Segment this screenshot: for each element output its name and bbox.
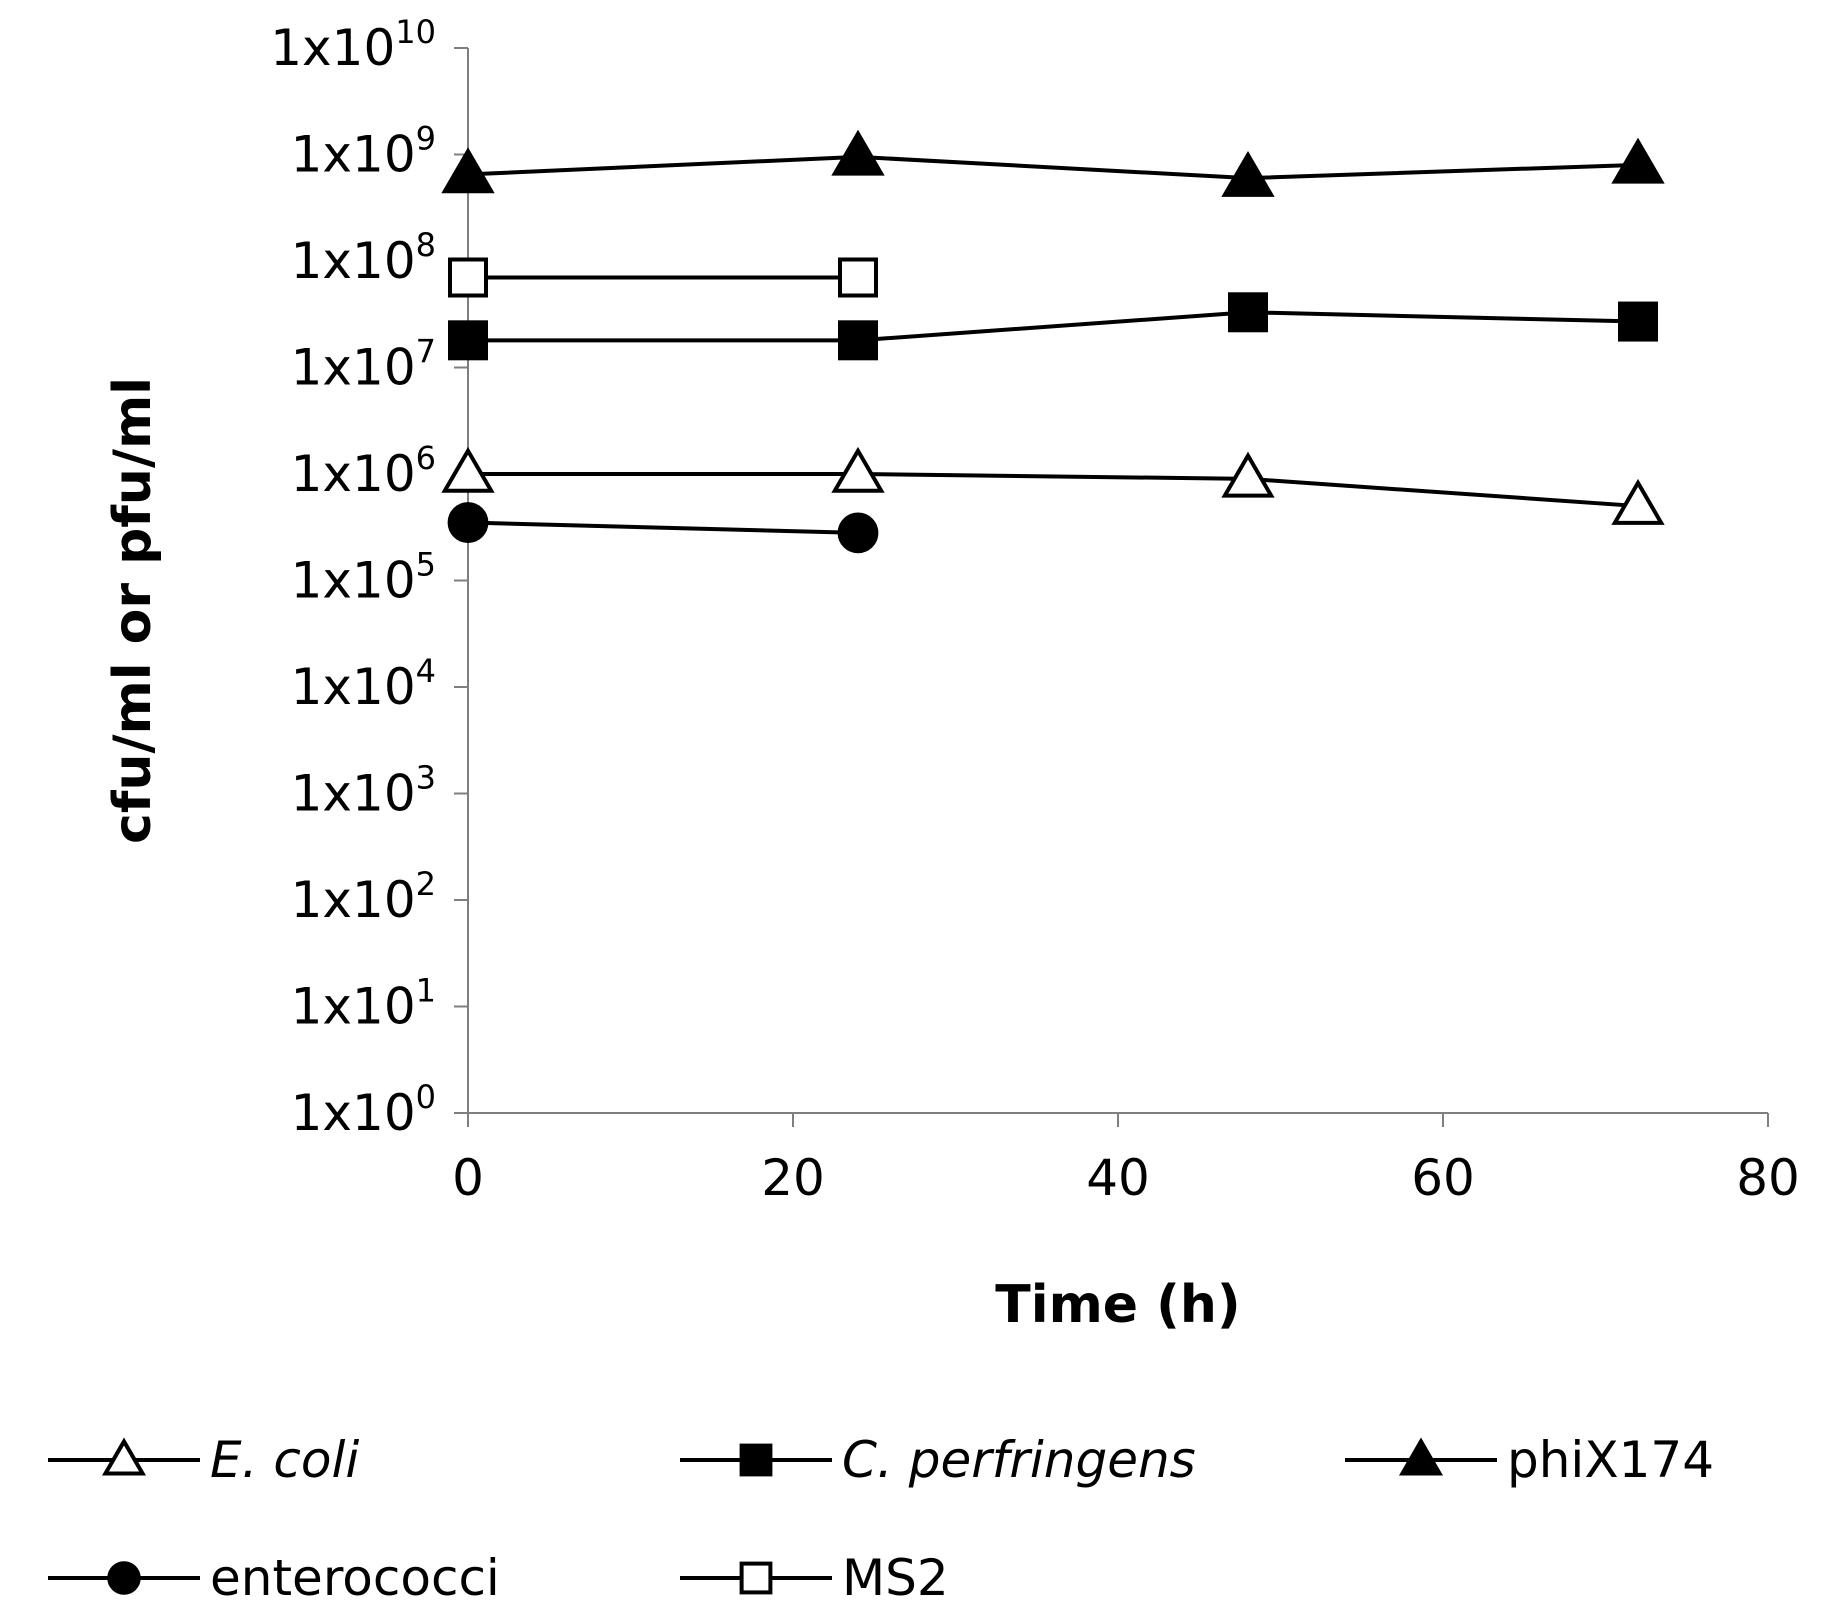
y-tick-exponent: 3	[416, 759, 436, 797]
y-tick-exponent: 9	[416, 120, 436, 158]
y-tick-base: 1x10	[291, 658, 416, 716]
data-point	[1221, 451, 1275, 498]
y-tick-label: 1x106	[291, 439, 436, 503]
y-tick-label: 1x103	[291, 759, 436, 823]
y-tick-label: 1x109	[291, 120, 436, 184]
series-e-coli	[441, 446, 1665, 525]
legend: E. coli C. perfringens phiX174 enterococci M…	[48, 1431, 1714, 1607]
legend-label: MS2	[842, 1549, 949, 1607]
legend-marker	[739, 1443, 773, 1477]
y-tick-exponent: 1	[416, 972, 436, 1010]
series-enterococci	[447, 502, 879, 554]
series-line	[468, 310, 1639, 343]
data-point	[837, 512, 879, 554]
legend-label: enterococci	[210, 1549, 500, 1607]
x-axis-title: Time (h)	[995, 1275, 1240, 1335]
data-point	[441, 446, 495, 493]
data-point	[1611, 478, 1665, 525]
x-tick-label: 80	[1736, 1149, 1800, 1207]
y-tick-base: 1x10	[291, 1084, 416, 1142]
series-c-perfringens	[448, 292, 1658, 361]
series-line	[468, 472, 1639, 509]
series-layer	[441, 129, 1665, 554]
legend-item: E. coli	[48, 1431, 359, 1489]
y-tick-label: 1x105	[291, 546, 436, 610]
legend-item: C. perfringens	[680, 1431, 1196, 1489]
legend-item: phiX174	[1345, 1431, 1714, 1489]
data-point	[448, 320, 488, 361]
data-point	[1221, 150, 1275, 197]
series-ms2	[448, 257, 878, 298]
data-point	[838, 320, 878, 361]
y-tick-label: 1x1010	[270, 13, 436, 77]
x-tick-label: 40	[1086, 1149, 1150, 1207]
y-tick-base: 1x10	[291, 871, 416, 929]
y-tick-exponent: 6	[416, 439, 436, 477]
series-line	[467, 520, 859, 535]
x-tick-label: 0	[452, 1149, 484, 1207]
data-point	[1611, 137, 1665, 184]
y-tick-base: 1x10	[270, 19, 395, 77]
y-tick-label: 1x104	[291, 652, 436, 716]
y-tick-base: 1x10	[291, 978, 416, 1036]
legend-marker	[739, 1561, 773, 1595]
legend-item: MS2	[680, 1549, 949, 1607]
legend-label: phiX174	[1507, 1431, 1714, 1489]
x-axis-ticks: 0 20 40 60 80	[452, 1113, 1800, 1207]
y-tick-base: 1x10	[291, 126, 416, 184]
y-tick-label: 1x108	[291, 226, 436, 290]
y-tick-base: 1x10	[291, 232, 416, 290]
data-point	[1618, 301, 1658, 342]
legend-item: enterococci	[48, 1549, 500, 1607]
x-tick-label: 20	[761, 1149, 825, 1207]
y-tick-label: 1x102	[291, 865, 436, 929]
legend-label: E. coli	[210, 1431, 359, 1489]
data-point	[447, 502, 489, 543]
y-tick-base: 1x10	[291, 339, 416, 397]
legend-marker	[107, 1561, 141, 1595]
series-line	[467, 154, 1639, 181]
data-point	[448, 257, 488, 298]
legend-marker	[1398, 1437, 1444, 1476]
y-axis-title: cfu/ml or pfu/ml	[103, 377, 163, 844]
y-tick-exponent: 0	[416, 1078, 436, 1116]
data-point	[1228, 292, 1268, 333]
y-tick-exponent: 5	[416, 546, 436, 584]
y-tick-exponent: 2	[416, 865, 436, 903]
y-tick-label: 1x107	[291, 333, 436, 397]
y-tick-label: 1x101	[291, 972, 436, 1036]
series-phix174	[441, 129, 1665, 197]
legend-marker	[101, 1437, 147, 1476]
data-point	[831, 446, 885, 493]
y-tick-exponent: 10	[395, 13, 436, 51]
y-tick-label: 1x100	[291, 1078, 436, 1142]
y-tick-base: 1x10	[291, 765, 416, 823]
y-tick-base: 1x10	[291, 552, 416, 610]
data-point	[831, 129, 885, 176]
x-tick-label: 60	[1411, 1149, 1475, 1207]
y-axis-ticks: 1x1001x1011x1021x1031x1041x1051x1061x107…	[270, 13, 468, 1142]
y-tick-exponent: 4	[416, 652, 436, 690]
legend-label: C. perfringens	[842, 1431, 1196, 1489]
y-tick-exponent: 7	[416, 333, 436, 371]
y-tick-exponent: 8	[416, 226, 436, 264]
data-point	[441, 147, 495, 194]
data-point	[838, 257, 878, 298]
y-tick-base: 1x10	[291, 445, 416, 503]
